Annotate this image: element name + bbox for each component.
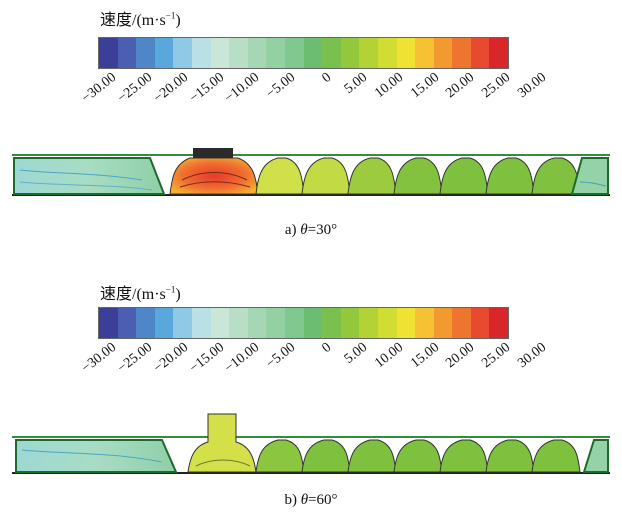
colorbar-swatch [191,38,211,68]
colorbar-tick-label: 25.00 [479,340,514,372]
caption-b: b) θ=60° [284,492,338,508]
colorbar-tick-label: −20.00 [150,70,191,107]
colorbar-ticks: −30.00 −25.00 −20.00 −15.00 −10.00 −5.00 0 5.00… [0,70,622,130]
colorbar-title: 速度/(m·s−1) [100,10,181,29]
colorbar [98,37,510,69]
colorbar-tick-label: 5.00 [341,70,371,97]
hot-bump [169,157,259,195]
colorbar-swatch [452,308,471,338]
colorbar-swatch [303,38,323,68]
colorbar-swatch [99,38,118,68]
channel-floor [12,194,610,196]
colorbar-swatch [210,308,230,338]
colorbar-swatch [154,38,174,68]
colorbar-swatch [322,308,341,338]
colorbar-swatch [136,308,155,338]
colorbar-swatch [396,308,416,338]
colorbar-swatch [415,308,434,338]
colorbar-swatch [433,308,453,338]
colorbar-tick-label: −25.00 [114,340,156,377]
right-flow-region [570,157,609,195]
colorbar-tick-label: 15.00 [407,70,442,102]
colorbar-ticks: −30.00 −25.00 −20.00 −15.00 −10.00 −5.00 0 5.00… [0,340,622,400]
colorbar-swatch [359,38,378,68]
velocity-contour-strip [12,148,610,196]
colorbar-tick-label: −15.00 [186,70,227,107]
colorbar-tick-label: 5.00 [341,340,371,367]
channel-top-wall [12,436,610,438]
colorbar [98,307,510,339]
colorbar-tick-label: 0 [319,70,335,87]
right-flow-region [582,439,609,473]
colorbar-tick-label: 10.00 [371,340,406,372]
velocity-contour-strip [12,413,610,474]
colorbar-swatch [136,38,155,68]
colorbar-tick-label: 30.00 [515,340,550,372]
left-flow-region [15,439,178,473]
colorbar-swatch [266,38,285,68]
colorbar-swatch [117,308,137,338]
panel-a: 速度/(m·s−1) −30.00 −25.00 −20.00 −15.00 −10.0… [0,0,622,250]
colorbar-swatch [452,38,471,68]
caption-a: a) θ=30° [284,222,338,238]
colorbar-tick-label: −25.00 [114,70,156,107]
colorbar-tick-label: −5.00 [263,70,299,102]
colorbar-swatch [377,308,397,338]
colorbar-swatch [340,38,360,68]
colorbar-tick-label: 10.00 [371,70,406,102]
colorbar-tick-label: 15.00 [407,340,442,372]
colorbar-tick-label: 20.00 [443,70,478,102]
colorbar-swatch [229,308,248,338]
colorbar-swatch [117,38,137,68]
left-flow-region [13,157,166,195]
colorbar-swatch [359,308,378,338]
colorbar-swatch [247,38,267,68]
colorbar-tick-label: 0 [319,340,335,357]
colorbar-swatch [229,38,248,68]
channel-floor [12,472,610,474]
colorbar-swatch [377,38,397,68]
colorbar-swatch [173,38,192,68]
colorbar-swatch [470,38,490,68]
colorbar-swatch [489,308,509,338]
colorbar-swatch [303,308,323,338]
panel-b: 速度/(m·s−1) −30.00 −25.00 −20.00 −15.00 −10.0… [0,266,622,517]
colorbar-swatch [415,38,434,68]
colorbar-swatch [284,38,304,68]
colorbar-swatch [266,308,285,338]
colorbar-tick-label: 30.00 [515,70,550,102]
colorbar-swatch [322,38,341,68]
colorbar-swatch [470,308,490,338]
colorbar-swatch [99,308,118,338]
colorbar-tick-label: −10.00 [222,340,263,377]
colorbar-tick-label: −5.00 [263,340,299,372]
colorbar-swatch [396,38,416,68]
colorbar-swatch [154,308,174,338]
colorbar-swatch [489,38,509,68]
colorbar-title: 速度/(m·s−1) [100,284,181,303]
colorbar-tick-label: 25.00 [479,70,514,102]
channel-top-wall [12,154,610,156]
colorbar-tick-label: 20.00 [443,340,478,372]
colorbar-swatch [191,308,211,338]
top-block [193,148,233,158]
colorbar-swatch [284,308,304,338]
colorbar-tick-label: −20.00 [150,340,191,377]
colorbar-swatch [340,308,360,338]
colorbar-tick-label: −30.00 [78,340,120,377]
colorbar-tick-label: −30.00 [78,70,120,107]
colorbar-tick-label: −10.00 [222,70,263,107]
colorbar-swatch [210,38,230,68]
colorbar-swatch [247,308,267,338]
tall-bump [187,413,257,473]
colorbar-tick-label: −15.00 [186,340,227,377]
colorbar-swatch [433,38,453,68]
colorbar-swatch [173,308,192,338]
